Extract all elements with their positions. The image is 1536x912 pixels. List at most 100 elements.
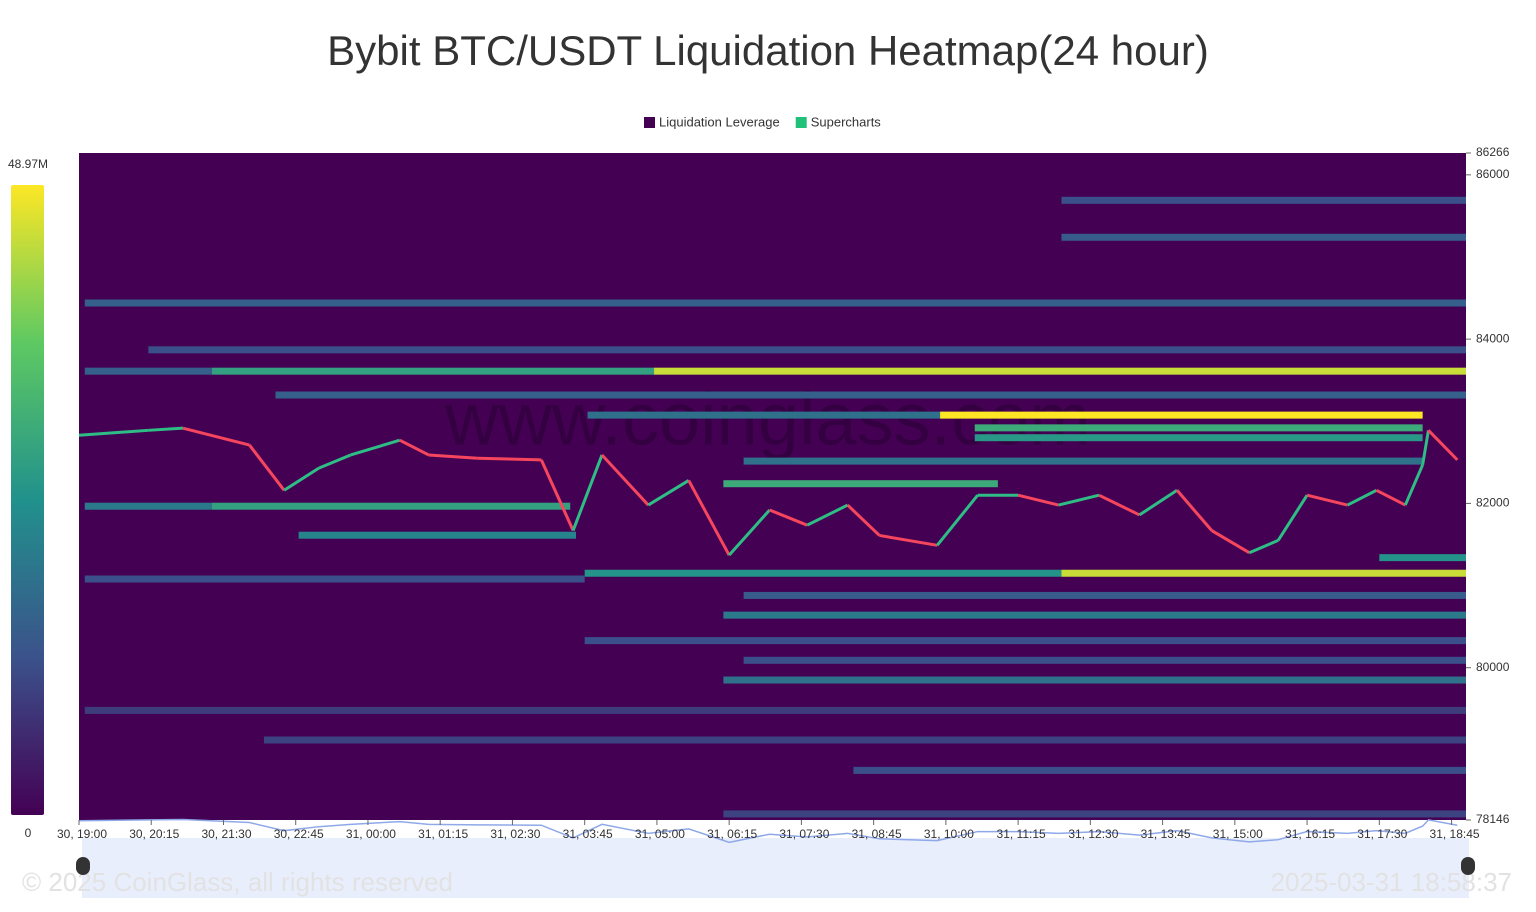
x-tick-label: 31, 00:00 xyxy=(346,827,396,841)
price-segment xyxy=(1276,494,1309,542)
liquidation-band xyxy=(974,434,1423,442)
colorbar-label: 0 xyxy=(25,826,32,840)
navigator xyxy=(82,838,1469,898)
legend-swatch xyxy=(644,117,655,128)
y-tick-label: 86000 xyxy=(1476,167,1510,181)
price-segment xyxy=(1421,430,1430,466)
liquidation-band xyxy=(263,736,1466,744)
price-segment xyxy=(600,453,650,507)
liquidation-band xyxy=(1061,196,1466,204)
liquidation-band xyxy=(275,391,1466,399)
liquidation-band xyxy=(584,637,1466,645)
liquidation-band xyxy=(584,569,1062,577)
x-tick-label: 31, 15:00 xyxy=(1213,827,1263,841)
price-segment xyxy=(1403,464,1425,506)
price-segment xyxy=(477,456,542,462)
liquidation-band xyxy=(298,531,577,539)
x-tick-label: 31, 18:45 xyxy=(1430,827,1480,841)
x-tick-label: 31, 05:00 xyxy=(635,827,685,841)
x-tick-label: 30, 22:45 xyxy=(274,827,324,841)
price-segment xyxy=(539,459,575,532)
price-segment xyxy=(283,466,320,492)
liquidation-band xyxy=(723,480,998,488)
price-segment xyxy=(1175,489,1213,532)
price-segment xyxy=(350,438,401,457)
liquidation-band xyxy=(148,346,1467,354)
navigator-line xyxy=(78,818,1458,844)
x-tick-label: 31, 08:45 xyxy=(852,827,902,841)
liquidation-band xyxy=(723,676,1466,684)
legend-swatch xyxy=(795,117,807,128)
liquidation-band xyxy=(743,656,1466,664)
x-tick-label: 30, 21:30 xyxy=(201,827,251,841)
x-tick-label: 31, 10:00 xyxy=(924,827,974,841)
legend-label: Supercharts xyxy=(811,114,882,129)
liquidation-band xyxy=(587,411,941,419)
x-tick-label: 30, 19:00 xyxy=(57,827,107,841)
liquidation-band xyxy=(84,367,212,375)
price-segment xyxy=(1058,493,1100,507)
liquidation-band xyxy=(1061,233,1466,241)
liquidation-band xyxy=(974,424,1423,432)
liquidation-band xyxy=(723,810,1466,818)
legend-label: Liquidation Leverage xyxy=(659,114,780,129)
liquidation-band xyxy=(84,299,1466,307)
navigator-handle xyxy=(1461,857,1475,875)
price-segment xyxy=(1210,529,1251,554)
x-tick-label: 31, 12:30 xyxy=(1068,827,1118,841)
chart-title: Bybit BTC/USDT Liquidation Heatmap(24 ho… xyxy=(327,27,1209,74)
price-segment xyxy=(399,438,430,457)
liquidation-band xyxy=(84,575,585,583)
x-tick-label: 31, 07:30 xyxy=(779,827,829,841)
liquidation-band xyxy=(940,411,1423,419)
x-tick-label: 31, 02:30 xyxy=(490,827,540,841)
price-segment xyxy=(879,533,938,547)
watermark: www.coinglass.com xyxy=(444,378,1091,461)
price-segment xyxy=(647,479,690,507)
price-segment xyxy=(1138,489,1178,517)
liquidation-band xyxy=(654,367,1466,375)
y-tick-label: 78146 xyxy=(1476,812,1510,826)
liquidation-band xyxy=(211,367,655,375)
price-segment xyxy=(1375,488,1407,507)
x-tick-label: 31, 03:45 xyxy=(563,827,613,841)
price-segment xyxy=(148,426,184,432)
price-segment xyxy=(78,428,149,437)
price-segment xyxy=(182,426,250,447)
price-segment xyxy=(1248,539,1279,555)
footer-timestamp: 2025-03-31 18:58:37 xyxy=(1271,867,1512,897)
liquidation-band xyxy=(743,591,1466,599)
liquidation-band xyxy=(211,502,571,510)
price-segment xyxy=(248,444,286,492)
price-segment xyxy=(318,453,352,470)
price-segment xyxy=(1017,493,1059,507)
y-tick-label: 84000 xyxy=(1476,331,1510,345)
x-tick-label: 31, 16:15 xyxy=(1285,827,1335,841)
price-segment xyxy=(846,503,881,537)
price-segment xyxy=(1306,493,1348,507)
x-tick-label: 31, 11:15 xyxy=(997,827,1046,841)
price-segment xyxy=(687,479,731,556)
liquidation-band xyxy=(853,766,1466,774)
x-tick-label: 31, 06:15 xyxy=(707,827,757,841)
price-segment xyxy=(1427,429,1459,461)
liquidation-band xyxy=(1061,569,1466,577)
price-segment xyxy=(1098,493,1141,517)
price-segment xyxy=(428,453,478,460)
price-segment xyxy=(571,454,604,532)
x-tick-label: 31, 17:30 xyxy=(1357,827,1407,841)
liquidation-band xyxy=(84,706,1466,714)
price-segment xyxy=(806,503,849,527)
price-segment xyxy=(728,508,771,557)
navigator-handle xyxy=(76,857,90,875)
liquidation-band xyxy=(1379,554,1466,562)
x-tick-label: 31, 01:15 xyxy=(418,827,468,841)
x-tick-label: 30, 20:15 xyxy=(129,827,179,841)
price-segment xyxy=(769,508,808,527)
liquidation-band xyxy=(743,457,1423,465)
liquidation-band xyxy=(84,502,212,510)
y-tick-label: 80000 xyxy=(1476,660,1510,674)
price-segment xyxy=(936,494,979,547)
